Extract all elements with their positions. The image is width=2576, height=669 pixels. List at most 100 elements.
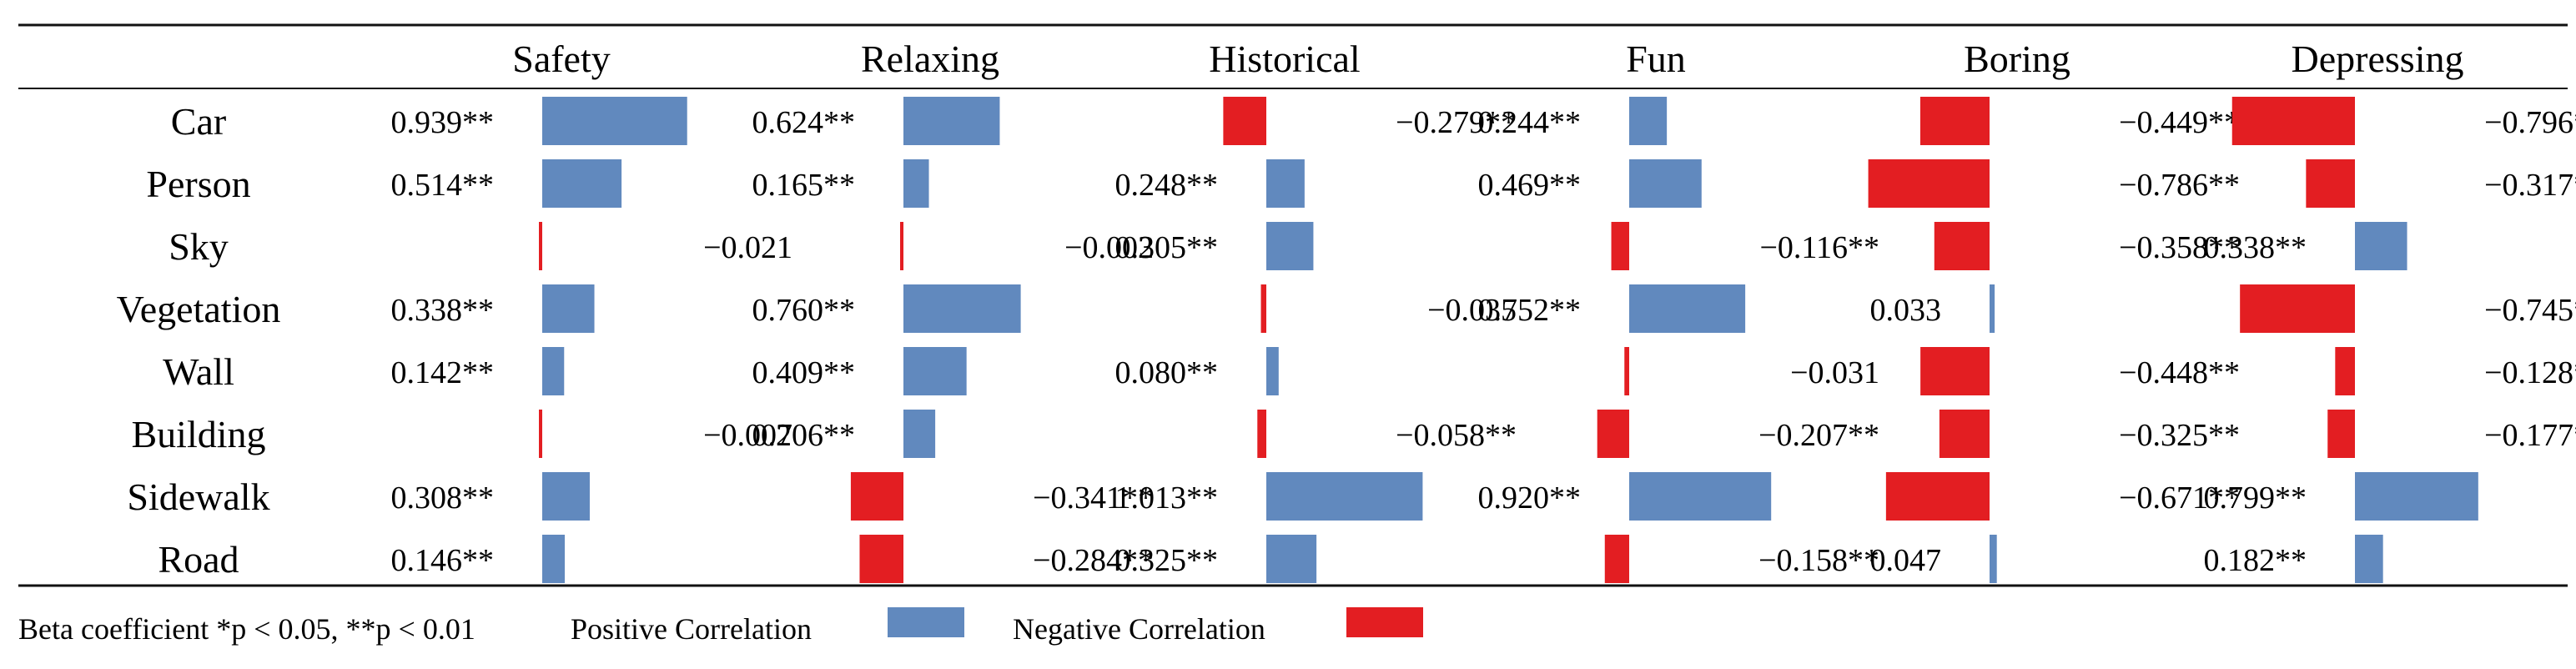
bar-sky-fun	[1611, 222, 1629, 270]
value-label-wall-depressing: −0.128**	[2484, 355, 2576, 390]
value-label-person-depressing: −0.317**	[2484, 168, 2576, 203]
bar-wall-relaxing	[903, 347, 967, 395]
column-header-boring: Boring	[1964, 38, 2070, 80]
value-label-road-historical: 0.325**	[1115, 543, 1219, 578]
legend: Beta coefficient *p < 0.05, **p < 0.01 P…	[18, 607, 1423, 646]
value-label-vegetation-depressing: −0.745**	[2484, 293, 2576, 328]
value-label-building-relaxing: 0.206**	[752, 418, 856, 453]
bar-building-relaxing	[903, 410, 936, 458]
value-label-sky-depressing: 0.338**	[2204, 230, 2307, 265]
value-label-sidewalk-relaxing: −0.341**	[1033, 480, 1154, 516]
value-label-wall-fun: −0.031	[1790, 355, 1879, 390]
bar-car-fun	[1629, 97, 1668, 145]
row-label-wall: Wall	[163, 350, 234, 393]
bar-building-historical	[1257, 410, 1266, 458]
value-label-sidewalk-safety: 0.308**	[391, 480, 495, 516]
value-label-car-historical: −0.279**	[1396, 105, 1517, 140]
bar-car-depressing	[2231, 97, 2355, 145]
value-label-road-safety: 0.146**	[391, 543, 495, 578]
value-label-person-relaxing: 0.165**	[752, 168, 856, 203]
value-label-building-safety: −0.007	[703, 418, 792, 453]
value-label-person-historical: 0.248**	[1115, 168, 1219, 203]
value-label-vegetation-relaxing: 0.760**	[752, 293, 856, 328]
bar-road-boring	[1990, 535, 1997, 583]
bar-car-boring	[1919, 97, 1990, 145]
value-label-sky-safety: −0.021	[703, 230, 792, 265]
column-header-depressing: Depressing	[2292, 38, 2464, 80]
value-label-vegetation-safety: 0.338**	[391, 293, 495, 328]
bar-sidewalk-fun	[1629, 472, 1772, 521]
row-label-building: Building	[131, 413, 265, 455]
bar-person-boring	[1868, 159, 1990, 208]
value-label-sidewalk-boring: −0.671**	[2119, 480, 2240, 516]
value-label-car-depressing: −0.796**	[2484, 105, 2576, 140]
value-label-wall-boring: −0.448**	[2119, 355, 2240, 390]
legend-positive-label: Positive Correlation	[571, 612, 812, 646]
column-header-fun: Fun	[1626, 38, 1686, 80]
value-label-road-relaxing: −0.284**	[1033, 543, 1154, 578]
value-label-sky-relaxing: −0.002	[1064, 230, 1154, 265]
value-label-sidewalk-fun: 0.920**	[1478, 480, 1582, 516]
value-label-sky-boring: −0.358**	[2119, 230, 2240, 265]
value-label-vegetation-historical: −0.035	[1427, 293, 1517, 328]
bar-person-fun	[1629, 159, 1702, 208]
bar-wall-depressing	[2335, 347, 2355, 395]
bar-person-depressing	[2306, 159, 2355, 208]
bar-road-fun	[1604, 535, 1629, 583]
value-label-sidewalk-historical: 1.013**	[1115, 480, 1219, 516]
bar-wall-boring	[1920, 347, 1990, 395]
value-label-wall-historical: 0.080**	[1115, 355, 1219, 390]
value-label-person-fun: 0.469**	[1478, 168, 1582, 203]
bar-person-historical	[1266, 159, 1305, 208]
bar-wall-historical	[1266, 347, 1279, 395]
bar-road-depressing	[2355, 535, 2383, 583]
value-label-road-depressing: 0.182**	[2204, 543, 2307, 578]
bar-sky-depressing	[2355, 222, 2407, 270]
value-label-building-fun: −0.207**	[1758, 418, 1879, 453]
value-label-building-historical: −0.058**	[1396, 418, 1517, 453]
bar-vegetation-depressing	[2240, 284, 2355, 333]
bar-road-historical	[1266, 535, 1317, 583]
value-label-building-depressing: −0.177**	[2484, 418, 2576, 453]
bar-building-depressing	[2327, 410, 2355, 458]
bar-vegetation-boring	[1990, 284, 1995, 333]
value-label-sky-historical: 0.305**	[1115, 230, 1219, 265]
bar-road-safety	[542, 535, 566, 583]
row-label-vegetation: Vegetation	[117, 288, 281, 330]
bar-car-relaxing	[903, 97, 1000, 145]
legend-negative-swatch	[1346, 607, 1423, 637]
bar-vegetation-historical	[1260, 284, 1266, 333]
value-label-vegetation-fun: 0.752**	[1478, 293, 1582, 328]
bar-building-fun	[1597, 410, 1629, 458]
bar-wall-fun	[1624, 347, 1629, 395]
bar-building-boring	[1939, 410, 1990, 458]
bar-vegetation-relaxing	[903, 284, 1021, 333]
column-header-safety: Safety	[512, 38, 611, 80]
row-label-sky: Sky	[169, 225, 229, 268]
value-label-car-relaxing: 0.624**	[752, 105, 856, 140]
bar-sky-relaxing	[900, 222, 903, 270]
bar-sky-safety	[539, 222, 542, 270]
bar-sky-boring	[1934, 222, 1990, 270]
bar-car-safety	[542, 97, 687, 145]
value-label-building-boring: −0.325**	[2119, 418, 2240, 453]
legend-positive-swatch	[888, 607, 964, 637]
value-label-wall-relaxing: 0.409**	[752, 355, 856, 390]
row-label-car: Car	[171, 100, 226, 143]
value-label-sidewalk-depressing: 0.799**	[2204, 480, 2307, 516]
value-label-wall-safety: 0.142**	[391, 355, 495, 390]
value-label-car-boring: −0.449**	[2119, 105, 2240, 140]
column-header-historical: Historical	[1209, 38, 1360, 80]
value-label-person-boring: −0.786**	[2119, 168, 2240, 203]
value-label-road-boring: 0.047	[1870, 543, 1942, 578]
bar-sidewalk-historical	[1266, 472, 1423, 521]
bar-sidewalk-relaxing	[850, 472, 903, 521]
bar-wall-safety	[542, 347, 565, 395]
bar-sidewalk-boring	[1885, 472, 1990, 521]
value-label-car-safety: 0.939**	[391, 105, 495, 140]
value-label-person-safety: 0.514**	[391, 168, 495, 203]
bar-sky-historical	[1266, 222, 1314, 270]
bar-building-safety	[539, 410, 542, 458]
bar-sidewalk-depressing	[2355, 472, 2478, 521]
